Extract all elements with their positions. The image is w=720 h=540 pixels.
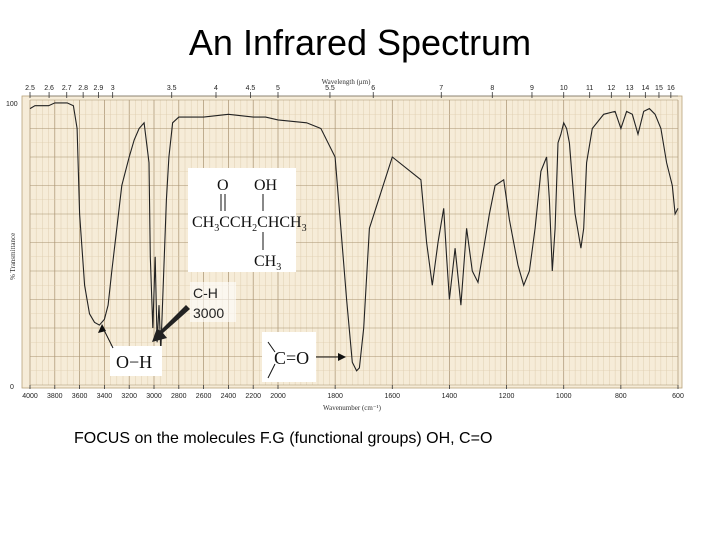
oh-label-box: [110, 346, 162, 376]
top-tick-label: 11: [586, 85, 593, 92]
x-tick-label: 1400: [442, 393, 458, 400]
top-tick-label: 4: [214, 85, 218, 92]
ch-callout-value: 3000: [193, 305, 224, 321]
top-tick-label: 12: [607, 85, 615, 92]
oh-callout: O−H: [98, 324, 162, 376]
x-tick-label: 3600: [72, 393, 88, 400]
x-tick-label: 2400: [221, 393, 237, 400]
y-axis-title: % Transmittance: [9, 233, 17, 280]
top-tick-label: 2.5: [25, 85, 35, 92]
x-tick-label: 3000: [146, 393, 162, 400]
top-tick-label: 10: [560, 85, 568, 92]
x-tick-label: 4000: [22, 393, 38, 400]
x-axis-title: Wavenumber (cm⁻¹): [323, 404, 382, 412]
spectrum-trace: [29, 102, 679, 372]
top-tick-label: 6: [371, 85, 375, 92]
x-tick-label: 1000: [556, 393, 572, 400]
x-tick-label: 1200: [499, 393, 515, 400]
x-tick-label: 3800: [47, 393, 63, 400]
hydroxyl-label: OH: [254, 177, 278, 194]
x-tick-label: 1600: [384, 393, 400, 400]
y-tick-label-100: 100: [6, 101, 18, 108]
top-tick-label: 2.8: [78, 85, 88, 92]
top-tick-label: 9: [530, 85, 534, 92]
oh-group-label: O−H: [116, 352, 152, 372]
y-tick-label-0: 0: [10, 384, 14, 391]
bottom-axis: 4000 3800 3600 3400 3200 3000 2800 2600 2400 2200…: [22, 385, 684, 400]
x-tick-label: 2600: [196, 393, 212, 400]
top-axis: 2.5 2.6 2.7 2.8 2.9 3 3.5 4 4.5 5 5.5 6 7 8 9 10 11 12 13 1…: [25, 85, 678, 98]
top-tick-label: 5: [276, 85, 280, 92]
chart-grid: [29, 99, 679, 386]
top-tick-label: 8: [490, 85, 494, 92]
x-tick-label: 3400: [97, 393, 113, 400]
co-group-label: C=O: [274, 348, 309, 368]
x-tick-label: 2000: [270, 393, 286, 400]
top-tick-label: 4.5: [246, 85, 256, 92]
co-bond-down: [267, 363, 276, 379]
chart-paper: [21, 95, 683, 389]
caption: FOCUS on the molecules F.G (functional g…: [74, 430, 493, 447]
top-axis-title: Wavelength (μm): [322, 78, 372, 86]
molecule-structure: O OH CH3CCH2CHCH3 CH3: [188, 168, 307, 273]
top-tick-label: 14: [641, 85, 649, 92]
x-tick-label: 2800: [171, 393, 187, 400]
x-tick-label: 600: [672, 393, 684, 400]
top-tick-label: 2.9: [94, 85, 104, 92]
ch-callout-label: C-H: [193, 285, 218, 301]
top-tick-label: 2.6: [44, 85, 54, 92]
main-chain: CH3CCH2CHCH3: [192, 214, 307, 234]
co-label-box: [262, 332, 316, 382]
top-tick-label: 3: [111, 85, 115, 92]
top-tick-label: 15: [655, 85, 663, 92]
x-tick-label: 1800: [327, 393, 343, 400]
top-tick-label: 16: [667, 85, 675, 92]
ch-callout-box: [190, 282, 236, 322]
structure-box: [188, 168, 296, 272]
slide-title: An Infrared Spectrum: [188, 22, 532, 63]
ch-arrow: [152, 305, 190, 342]
top-tick-label: 7: [439, 85, 443, 92]
top-tick-label: 5.5: [325, 85, 335, 92]
top-tick-label: 3.5: [167, 85, 177, 92]
oh-pointer-head: [98, 324, 106, 333]
top-tick-label: 2.7: [62, 85, 72, 92]
x-tick-label: 800: [615, 393, 627, 400]
ch-callout: C-H 3000: [152, 282, 236, 342]
x-tick-label: 2200: [245, 393, 261, 400]
carbonyl-oxygen: O: [217, 177, 229, 194]
top-tick-label: 13: [626, 85, 634, 92]
x-tick-label: 3200: [121, 393, 137, 400]
co-bond-up: [267, 341, 276, 353]
branch-methyl: CH3: [254, 253, 281, 273]
co-pointer-head: [338, 353, 346, 361]
co-callout: C=O: [262, 332, 346, 382]
